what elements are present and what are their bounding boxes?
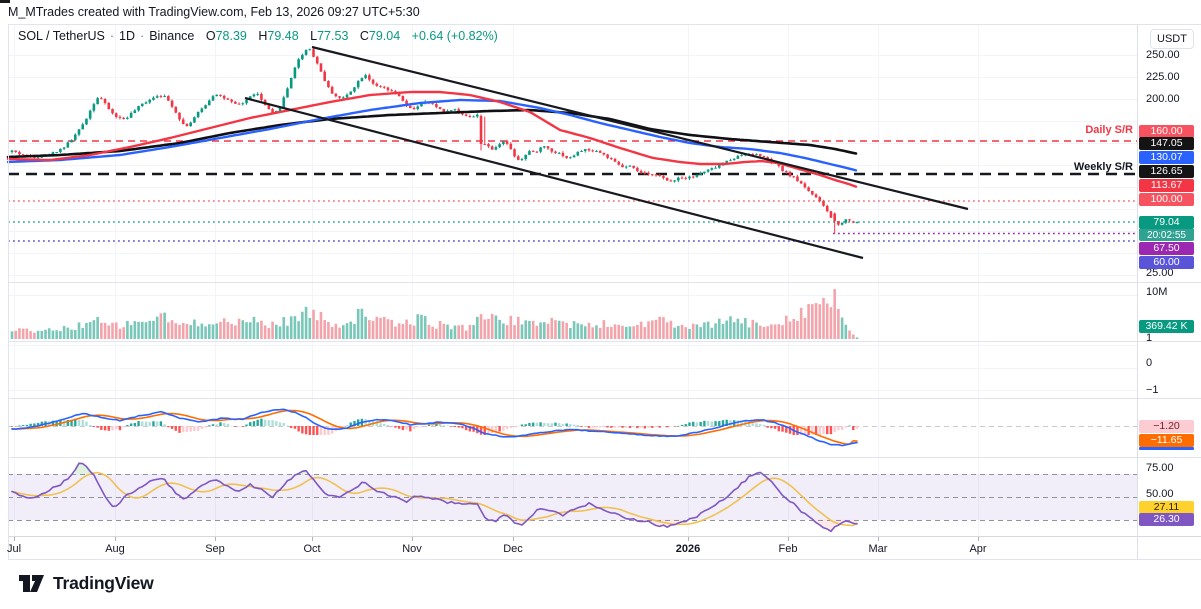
low-value: 77.53 (317, 29, 349, 43)
macd-signal-badge[interactable]: −11.65 (1139, 434, 1194, 447)
price-badge-weekly-sr[interactable]: 126.65 (1139, 165, 1194, 178)
attribution-text: M_MTrades created with TradingView.com, … (8, 5, 420, 19)
x-axis-label-mar: Mar (868, 543, 888, 555)
corner-mark (0, 0, 10, 3)
legend-separator-1: · (109, 29, 115, 43)
tradingview-logo-icon (19, 575, 44, 592)
x-axis-label-dec: Dec (503, 543, 523, 555)
price-badge-ma-black[interactable]: 147.05 (1139, 137, 1194, 150)
brand-name: TradingView (53, 573, 154, 593)
symbol-title[interactable]: SOL / TetherUS (18, 29, 105, 43)
price-badge-ma-blue[interactable]: 130.07 (1139, 151, 1194, 164)
price-badge-100[interactable]: 100.00 (1139, 193, 1194, 206)
x-axis-label-jul: Jul (6, 543, 22, 555)
last-price-badge[interactable]: 79.04 (1139, 216, 1194, 229)
price-tick-250: 250.00 (1146, 49, 1180, 61)
change-value: +0.64 (+0.82%) (411, 29, 498, 43)
volume-tick-10m: 10M (1146, 286, 1168, 298)
aux-tick-0: 0 (1146, 357, 1153, 369)
interval-label[interactable]: 1D (119, 29, 136, 43)
footer-brand[interactable]: TradingView (18, 572, 154, 595)
open-value: 78.39 (215, 29, 247, 43)
price-badge-60[interactable]: 60.00 (1139, 256, 1194, 269)
macd-histogram-badge[interactable]: −1.20 (1139, 420, 1194, 433)
price-badge-67-50[interactable]: 67.50 (1139, 242, 1194, 255)
price-tick-225: 225.00 (1146, 71, 1180, 83)
aux-tick-1: 1 (1146, 332, 1153, 344)
price-badge-160[interactable]: 160.00 (1139, 125, 1194, 138)
rsi-tick-50: 50.00 (1146, 488, 1174, 500)
symbol-legend: SOL / TetherUS · 1D · Binance O78.39 H79.48 … (18, 29, 498, 43)
price-tick-200: 200.00 (1146, 93, 1180, 105)
price-badge-ma-red[interactable]: 113.67 (1139, 179, 1194, 192)
rsi-tick-75: 75.00 (1146, 462, 1174, 474)
high-label: H (258, 29, 268, 43)
currency-toggle-button[interactable]: USDT (1150, 29, 1194, 49)
x-axis-label-sep: Sep (205, 543, 225, 555)
rsi-ma-badge[interactable]: 27.11 (1139, 501, 1194, 514)
x-axis-label-oct: Oct (303, 543, 321, 555)
bar-countdown: 20:02:55 (1139, 229, 1194, 241)
high-value: 79.48 (267, 29, 299, 43)
close-label: C (359, 29, 369, 43)
legend-separator-2: · (140, 29, 145, 43)
exchange-label: Binance (149, 29, 195, 43)
x-axis-label-aug: Aug (105, 543, 125, 555)
volume-value-badge[interactable]: 369.42 K (1139, 320, 1194, 333)
open-label: O (205, 29, 216, 43)
daily-sr-label: Daily S/R (1085, 124, 1133, 136)
weekly-sr-label: Weekly S/R (1073, 161, 1133, 173)
x-axis-label-2026: 2026 (675, 543, 701, 555)
low-label: L (310, 29, 318, 43)
macd-line-badge-edge (1139, 447, 1194, 450)
aux-tick-neg1: −1 (1146, 384, 1159, 396)
rsi-value-badge[interactable]: 26.30 (1139, 513, 1194, 526)
price-tick-25: 25.00 (1146, 267, 1174, 279)
x-axis-label-feb: Feb (778, 543, 798, 555)
close-value: 79.04 (368, 29, 401, 43)
x-axis-label-apr: Apr (969, 543, 987, 555)
x-axis-label-nov: Nov (402, 543, 422, 555)
